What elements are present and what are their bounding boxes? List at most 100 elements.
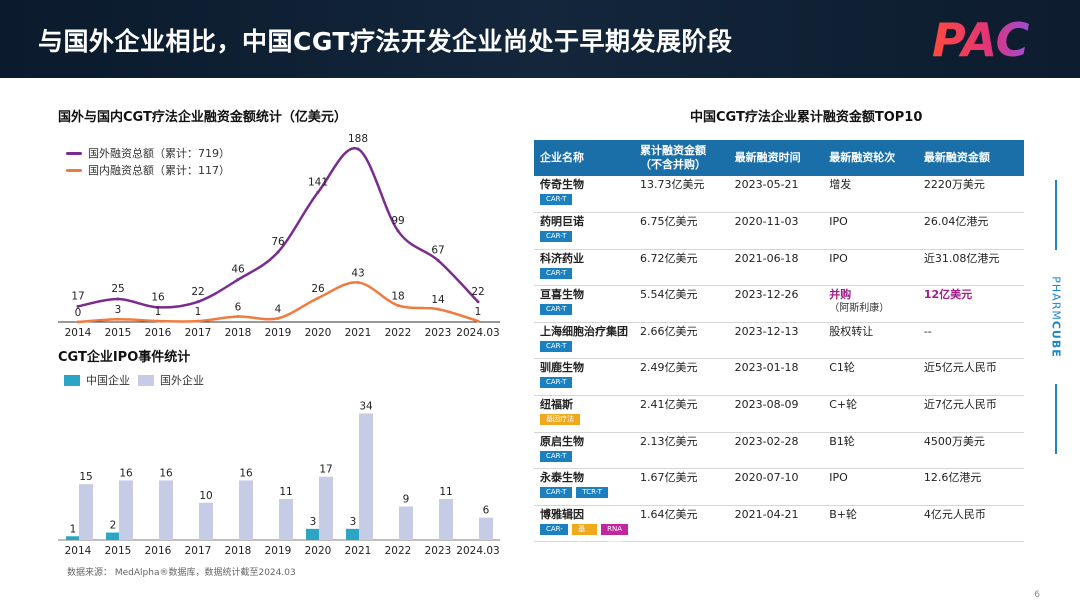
- company-name: 科济药业: [540, 251, 584, 265]
- bar-s1-8: [399, 506, 413, 540]
- cell-round: 增发: [823, 176, 918, 214]
- bar-x-tick-0: 2014: [65, 545, 92, 557]
- x-tick-label-2: 2016: [145, 327, 172, 339]
- cell-date: 2023-12-26: [728, 285, 824, 323]
- round-label: IPO: [829, 215, 848, 229]
- cell-round: 股权转让: [823, 322, 918, 360]
- cell-latest: 近7亿元人民币: [917, 395, 1024, 433]
- round-label: 并购: [829, 288, 852, 302]
- round-label: B+轮: [829, 507, 857, 521]
- x-tick-label-10: 2024.03: [456, 327, 499, 339]
- x-tick-label-4: 2018: [225, 327, 252, 339]
- top10-table: 企业名称 累计融资金额 （不含并购） 最新融资时间 最新融资轮次 最新融资金额 传…: [534, 140, 1024, 566]
- bar-x-tick-10: 2024.03: [456, 545, 499, 557]
- company-name: 永泰生物: [540, 471, 584, 485]
- company-name: 纽福斯: [540, 398, 573, 412]
- bar-label-s1-2: 16: [159, 467, 173, 479]
- cell-amount: 6.75亿美元: [634, 212, 729, 250]
- data-label-s0-10: 22: [471, 286, 484, 298]
- tech-tag: CAR-T: [540, 523, 569, 544]
- company-name: 驯鹿生物: [540, 361, 584, 375]
- bar-s1-4: [239, 480, 253, 540]
- data-label-s0-3: 22: [191, 286, 204, 298]
- side-bar-bottom: [1055, 384, 1057, 454]
- cell-round: IPO: [823, 212, 918, 250]
- point-s0-8: [396, 229, 400, 233]
- data-label-s0-6: 141: [308, 176, 328, 188]
- tech-tag: CAR-T: [540, 267, 573, 279]
- bar-legend-foreign: 国外企业: [138, 372, 204, 388]
- table-row: 上海细胞治疗集团 CAR-T 2.66亿美元 2023-12-13 股权转让 --: [534, 322, 1024, 360]
- table-row: 驯鹿生物 CAR-T 2.49亿美元 2023-01-18 C1轮 近5亿元人民币: [534, 358, 1024, 397]
- round-note: （阿斯利康）: [829, 303, 890, 315]
- bar-x-tick-4: 2018: [225, 545, 252, 557]
- cell-latest: 12.6亿港元: [917, 468, 1024, 506]
- th-amount-line2: （不含并购）: [640, 158, 706, 171]
- cell-round: C+轮: [823, 395, 918, 433]
- bar-label-s1-0: 15: [79, 471, 92, 483]
- tech-tag: RNA编辑: [601, 523, 628, 544]
- page-title: 与国外企业相比，中国CGT疗法开发企业尚处于早期发展阶段: [38, 27, 733, 56]
- data-label-s1-1: 3: [115, 304, 122, 316]
- bar-x-tick-8: 2022: [385, 545, 412, 557]
- cell-date: 2023-01-18: [728, 358, 824, 397]
- x-tick-label-8: 2022: [385, 327, 412, 339]
- th-round: 最新融资轮次: [823, 140, 918, 176]
- data-label-s1-7: 43: [351, 267, 364, 279]
- data-label-s1-6: 26: [311, 283, 325, 295]
- series-line-0: [77, 147, 479, 309]
- company-name: 传奇生物: [540, 178, 584, 191]
- bar-x-tick-1: 2015: [105, 545, 132, 557]
- bar-legend-china: 中国企业: [64, 372, 130, 388]
- line-legend-foreign: 国外融资总额（累计：719）: [66, 145, 230, 161]
- round-label: IPO: [829, 471, 848, 485]
- point-s0-2: [156, 305, 160, 309]
- bar-label-s1-3: 10: [199, 490, 212, 502]
- tech-tag: 基因疗法: [540, 414, 580, 426]
- round-label: C+轮: [829, 398, 858, 412]
- cell-company: 纽福斯 基因疗法: [534, 395, 634, 433]
- point-s1-8: [396, 303, 400, 307]
- bar-label-s1-10: 6: [483, 505, 490, 517]
- bar-s0-0: [66, 536, 80, 540]
- legend-label-foreign: 国外融资总额（累计：719）: [88, 147, 230, 160]
- data-label-s0-7: 188: [348, 133, 368, 145]
- cell-amount: 2.41亿美元: [634, 395, 729, 433]
- bar-s1-6: [319, 476, 333, 540]
- cell-date: 2023-08-09: [728, 395, 824, 433]
- side-brand-prefix: PHARM: [1049, 276, 1063, 321]
- round-label: B1轮: [829, 434, 855, 448]
- table-title: 中国CGT疗法企业累计融资金额TOP10: [690, 110, 923, 125]
- cell-latest: 26.04亿港元: [917, 212, 1024, 250]
- cell-latest: --: [917, 322, 1024, 360]
- data-label-s1-5: 4: [275, 303, 282, 315]
- point-s1-7: [356, 280, 360, 284]
- cell-latest: 4500万美元: [917, 432, 1024, 470]
- bar-s1-2: [159, 480, 173, 540]
- bar-x-tick-5: 2019: [265, 545, 292, 557]
- bar-x-tick-3: 2017: [185, 545, 212, 557]
- cell-amount: 5.54亿美元: [634, 285, 729, 323]
- point-s0-10: [476, 300, 480, 304]
- point-s1-0: [76, 320, 80, 324]
- bar-x-tick-9: 2023: [425, 545, 452, 557]
- x-tick-label-1: 2015: [105, 327, 132, 339]
- legend-label-china: 中国企业: [86, 374, 130, 387]
- bar-chart-title: CGT企业IPO事件统计: [58, 350, 191, 365]
- cell-amount: 6.72亿美元: [634, 249, 729, 287]
- point-s1-5: [276, 316, 280, 320]
- cell-round: 并购 （阿斯利康）: [823, 285, 918, 323]
- x-tick-label-0: 2014: [65, 327, 92, 339]
- cell-date: 2021-06-18: [728, 249, 824, 287]
- th-company: 企业名称: [534, 140, 634, 176]
- legend-swatch-china: [64, 374, 80, 386]
- cell-company: 上海细胞治疗集团 CAR-T: [534, 322, 634, 360]
- bar-s1-7: [359, 413, 373, 540]
- cell-date: 2023-12-13: [728, 322, 824, 360]
- cell-date: 2020-07-10: [728, 468, 824, 506]
- company-name: 博雅辑因: [540, 507, 584, 521]
- tech-tag: 基因编辑: [572, 523, 598, 566]
- point-s1-6: [316, 296, 320, 300]
- th-latest: 最新融资金额: [917, 140, 1024, 176]
- point-s0-5: [276, 250, 280, 254]
